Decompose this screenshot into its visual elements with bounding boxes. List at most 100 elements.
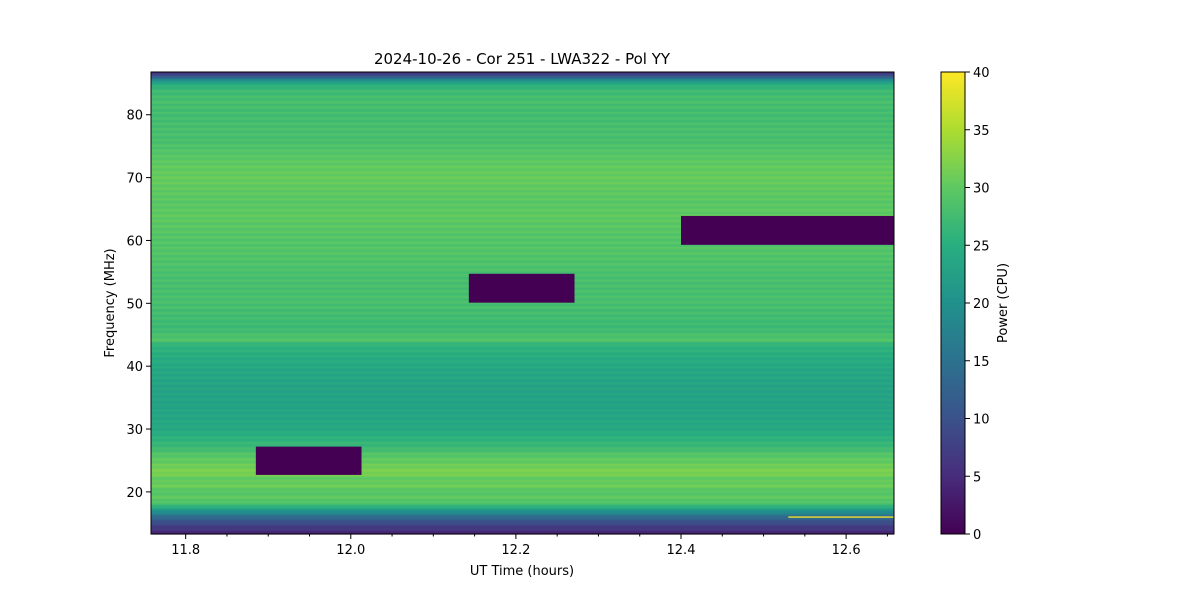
- heatmap-band: [151, 364, 894, 367]
- heatmap-band: [151, 468, 894, 471]
- heatmap-band: [151, 490, 894, 493]
- heatmap-band: [151, 95, 894, 98]
- heatmap-band: [151, 453, 894, 457]
- heatmap-band: [151, 161, 894, 164]
- heatmap-band: [151, 394, 894, 397]
- heatmap-band: [151, 488, 894, 491]
- heatmap-band: [151, 358, 894, 361]
- heatmap-band: [151, 343, 894, 347]
- heatmap-band: [151, 73, 894, 76]
- heatmap-band: [151, 304, 894, 307]
- heatmap-band: [151, 464, 894, 468]
- heatmap-band: [151, 155, 894, 158]
- x-tick-label: 12.2: [501, 543, 530, 558]
- heatmap-band: [151, 178, 894, 182]
- heatmap-band: [151, 248, 894, 251]
- heatmap-band: [151, 353, 894, 356]
- heatmap-band: [151, 359, 894, 362]
- heatmap-band: [151, 127, 894, 130]
- heatmap-band: [151, 310, 894, 314]
- colorbar: [940, 71, 966, 535]
- heatmap-band: [151, 149, 894, 152]
- heatmap-band: [151, 458, 894, 461]
- heatmap-band: [151, 372, 894, 375]
- heatmap-band: [151, 87, 894, 90]
- heatmap-band: [151, 160, 894, 163]
- heatmap-band: [151, 136, 894, 139]
- heatmap-band: [151, 213, 894, 216]
- y-tick-label: 70: [126, 172, 143, 187]
- heatmap-band: [151, 400, 894, 403]
- heatmap-band: [151, 270, 894, 273]
- heatmap-band: [151, 438, 894, 441]
- heatmap-band: [151, 271, 894, 274]
- y-tick-label: 80: [126, 109, 143, 124]
- heatmap-band: [151, 405, 894, 408]
- heatmap-band: [151, 257, 894, 260]
- heatmap-band: [151, 386, 894, 389]
- colorbar-tick-label: 35: [973, 124, 990, 139]
- heatmap-band: [151, 76, 894, 79]
- heatmap-band: [151, 378, 894, 381]
- heatmap-band: [151, 380, 894, 383]
- heatmap-band: [151, 515, 894, 518]
- heatmap-band: [151, 318, 894, 321]
- heatmap-band: [151, 336, 894, 339]
- heatmap-band: [151, 367, 894, 370]
- heatmap-band: [151, 188, 894, 191]
- heatmap-band: [151, 199, 894, 202]
- masked-region: [255, 446, 362, 475]
- heatmap-band: [151, 529, 894, 532]
- heatmap-band: [151, 158, 894, 161]
- heatmap-band: [151, 501, 894, 504]
- heatmap-band: [151, 513, 894, 516]
- heatmap-band: [151, 521, 894, 524]
- heatmap-band: [151, 246, 894, 249]
- heatmap-band: [151, 237, 894, 240]
- heatmap-band: [151, 153, 894, 156]
- heatmap-band: [151, 89, 894, 92]
- heatmap-band: [151, 370, 894, 373]
- heatmap-band: [151, 229, 894, 232]
- heatmap-band: [151, 452, 894, 455]
- heatmap-band: [151, 315, 894, 318]
- heatmap-band: [151, 326, 894, 329]
- heatmap-band: [151, 321, 894, 325]
- heatmap-band: [151, 332, 894, 336]
- heatmap-band: [151, 238, 894, 241]
- heatmap-band: [151, 381, 894, 384]
- heatmap-band: [151, 307, 894, 310]
- heatmap-band: [151, 260, 894, 263]
- heatmap-band: [151, 334, 894, 337]
- heatmap-band: [151, 210, 894, 213]
- heatmap-band: [151, 422, 894, 425]
- heatmap-band: [151, 417, 894, 420]
- heatmap-band: [151, 263, 894, 266]
- heatmap-band: [151, 502, 894, 505]
- heatmap-band: [151, 133, 894, 136]
- heatmap-band: [151, 486, 894, 490]
- heatmap-band: [151, 125, 894, 128]
- heatmap-band: [151, 523, 894, 526]
- heatmap-band: [151, 471, 894, 474]
- heatmap-band: [151, 211, 894, 215]
- heatmap-band: [151, 221, 894, 224]
- heatmap-band: [151, 101, 894, 105]
- heatmap-band: [151, 485, 894, 488]
- heatmap-band: [151, 317, 894, 320]
- heatmap-band: [151, 251, 894, 254]
- heatmap-band: [151, 398, 894, 402]
- heatmap-band: [151, 435, 894, 438]
- heatmap-band: [151, 339, 894, 342]
- heatmap-band: [151, 103, 894, 106]
- colorbar-tick-label: 25: [973, 239, 990, 254]
- x-tick-label: 12.0: [336, 543, 365, 558]
- heatmap-band: [151, 193, 894, 196]
- heatmap-band: [151, 430, 894, 433]
- heatmap-band: [151, 226, 894, 229]
- heatmap-band: [151, 505, 894, 508]
- heatmap-band: [151, 259, 894, 262]
- heatmap-band: [151, 196, 894, 199]
- heatmap-band: [151, 232, 894, 235]
- heatmap-band: [151, 442, 894, 446]
